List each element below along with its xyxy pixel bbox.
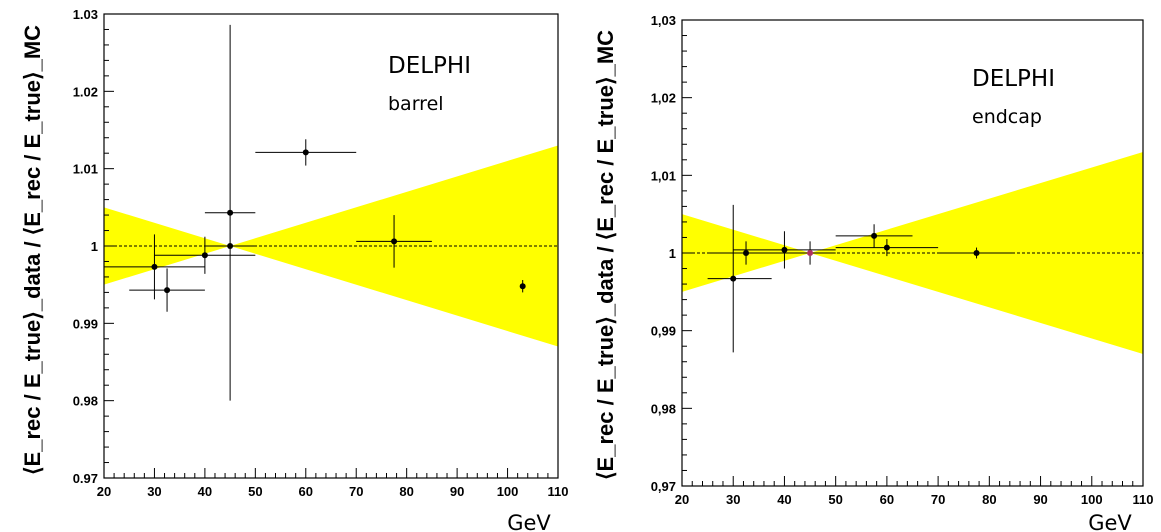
x-tick-label: 90: [1033, 492, 1047, 507]
data-point: [781, 246, 788, 253]
y-tick-label: 0.98: [73, 394, 98, 409]
x-tick-label: 20: [97, 484, 111, 499]
x-tick-label: 20: [675, 492, 689, 507]
y-axis-label: ⟨E_rec / E_true⟩_data / ⟨E_rec / E_true⟩…: [20, 25, 45, 475]
data-point: [302, 149, 309, 156]
data-point: [391, 238, 398, 245]
endcap-panel: 20 30 40 50 60 70 80 90 100 110 0,97 0,98 0,99 1 1,01 1…: [593, 13, 1153, 532]
y-tick-label: 0.99: [73, 316, 98, 331]
x-tick-label: 110: [548, 484, 569, 499]
x-tick-label: 30: [147, 484, 161, 499]
experiment-label: DELPHI: [388, 53, 471, 79]
data-point: [871, 232, 878, 239]
x-tick-label: 70: [349, 484, 363, 499]
data-point: [973, 250, 980, 256]
x-tick-label: 60: [880, 492, 894, 507]
x-axis-label: GeV: [507, 511, 551, 532]
x-tick-label: 110: [1133, 492, 1154, 507]
x-tick-label: 80: [982, 492, 996, 507]
y-tick-label: 1.01: [73, 162, 98, 177]
x-tick-label: 60: [299, 484, 313, 499]
data-point: [151, 263, 158, 270]
x-tick-label: 30: [726, 492, 740, 507]
experiment-label: DELPHI: [972, 66, 1055, 92]
x-tick-label: 100: [497, 484, 519, 499]
y-tick-label: 0.97: [73, 471, 98, 486]
y-tick-label: 0,97: [651, 479, 676, 494]
y-tick-label: 1: [91, 239, 98, 254]
data-point: [730, 275, 737, 282]
data-point: [807, 250, 814, 256]
y-tick-label: 1: [669, 246, 676, 261]
x-tick-label: 70: [931, 492, 945, 507]
data-point: [227, 243, 234, 249]
data-point: [743, 250, 750, 256]
x-tick-label: 50: [248, 484, 262, 499]
detector-region-label: barrel: [388, 93, 444, 115]
x-tick-label: 40: [198, 484, 212, 499]
data-point: [883, 244, 890, 251]
y-tick-label: 1.03: [73, 7, 98, 22]
y-tick-label: 1,01: [651, 168, 676, 183]
y-tick-label: 0,98: [651, 401, 676, 416]
detector-region-label: endcap: [972, 106, 1042, 128]
y-tick-label: 1.02: [73, 84, 98, 99]
data-point: [201, 252, 208, 259]
barrel-panel: 20 30 40 50 60 70 80 90 100 110 0.97 0.98 0.99 1 1.01 1…: [20, 7, 568, 532]
y-axis-label: ⟨E_rec / E_true⟩_data / ⟨E_rec / E_true⟩…: [593, 30, 618, 480]
x-tick-label: 80: [399, 484, 413, 499]
data-point: [519, 283, 526, 290]
data-point: [227, 209, 234, 216]
data-point: [164, 287, 171, 294]
y-tick-label: 0,99: [651, 324, 676, 339]
x-tick-label: 50: [828, 492, 842, 507]
x-axis-label: GeV: [1088, 511, 1132, 532]
x-tick-label: 90: [450, 484, 464, 499]
x-tick-label: 100: [1081, 492, 1103, 507]
y-tick-label: 1,02: [651, 91, 676, 106]
x-tick-label: 40: [777, 492, 791, 507]
y-tick-label: 1,03: [651, 13, 676, 28]
